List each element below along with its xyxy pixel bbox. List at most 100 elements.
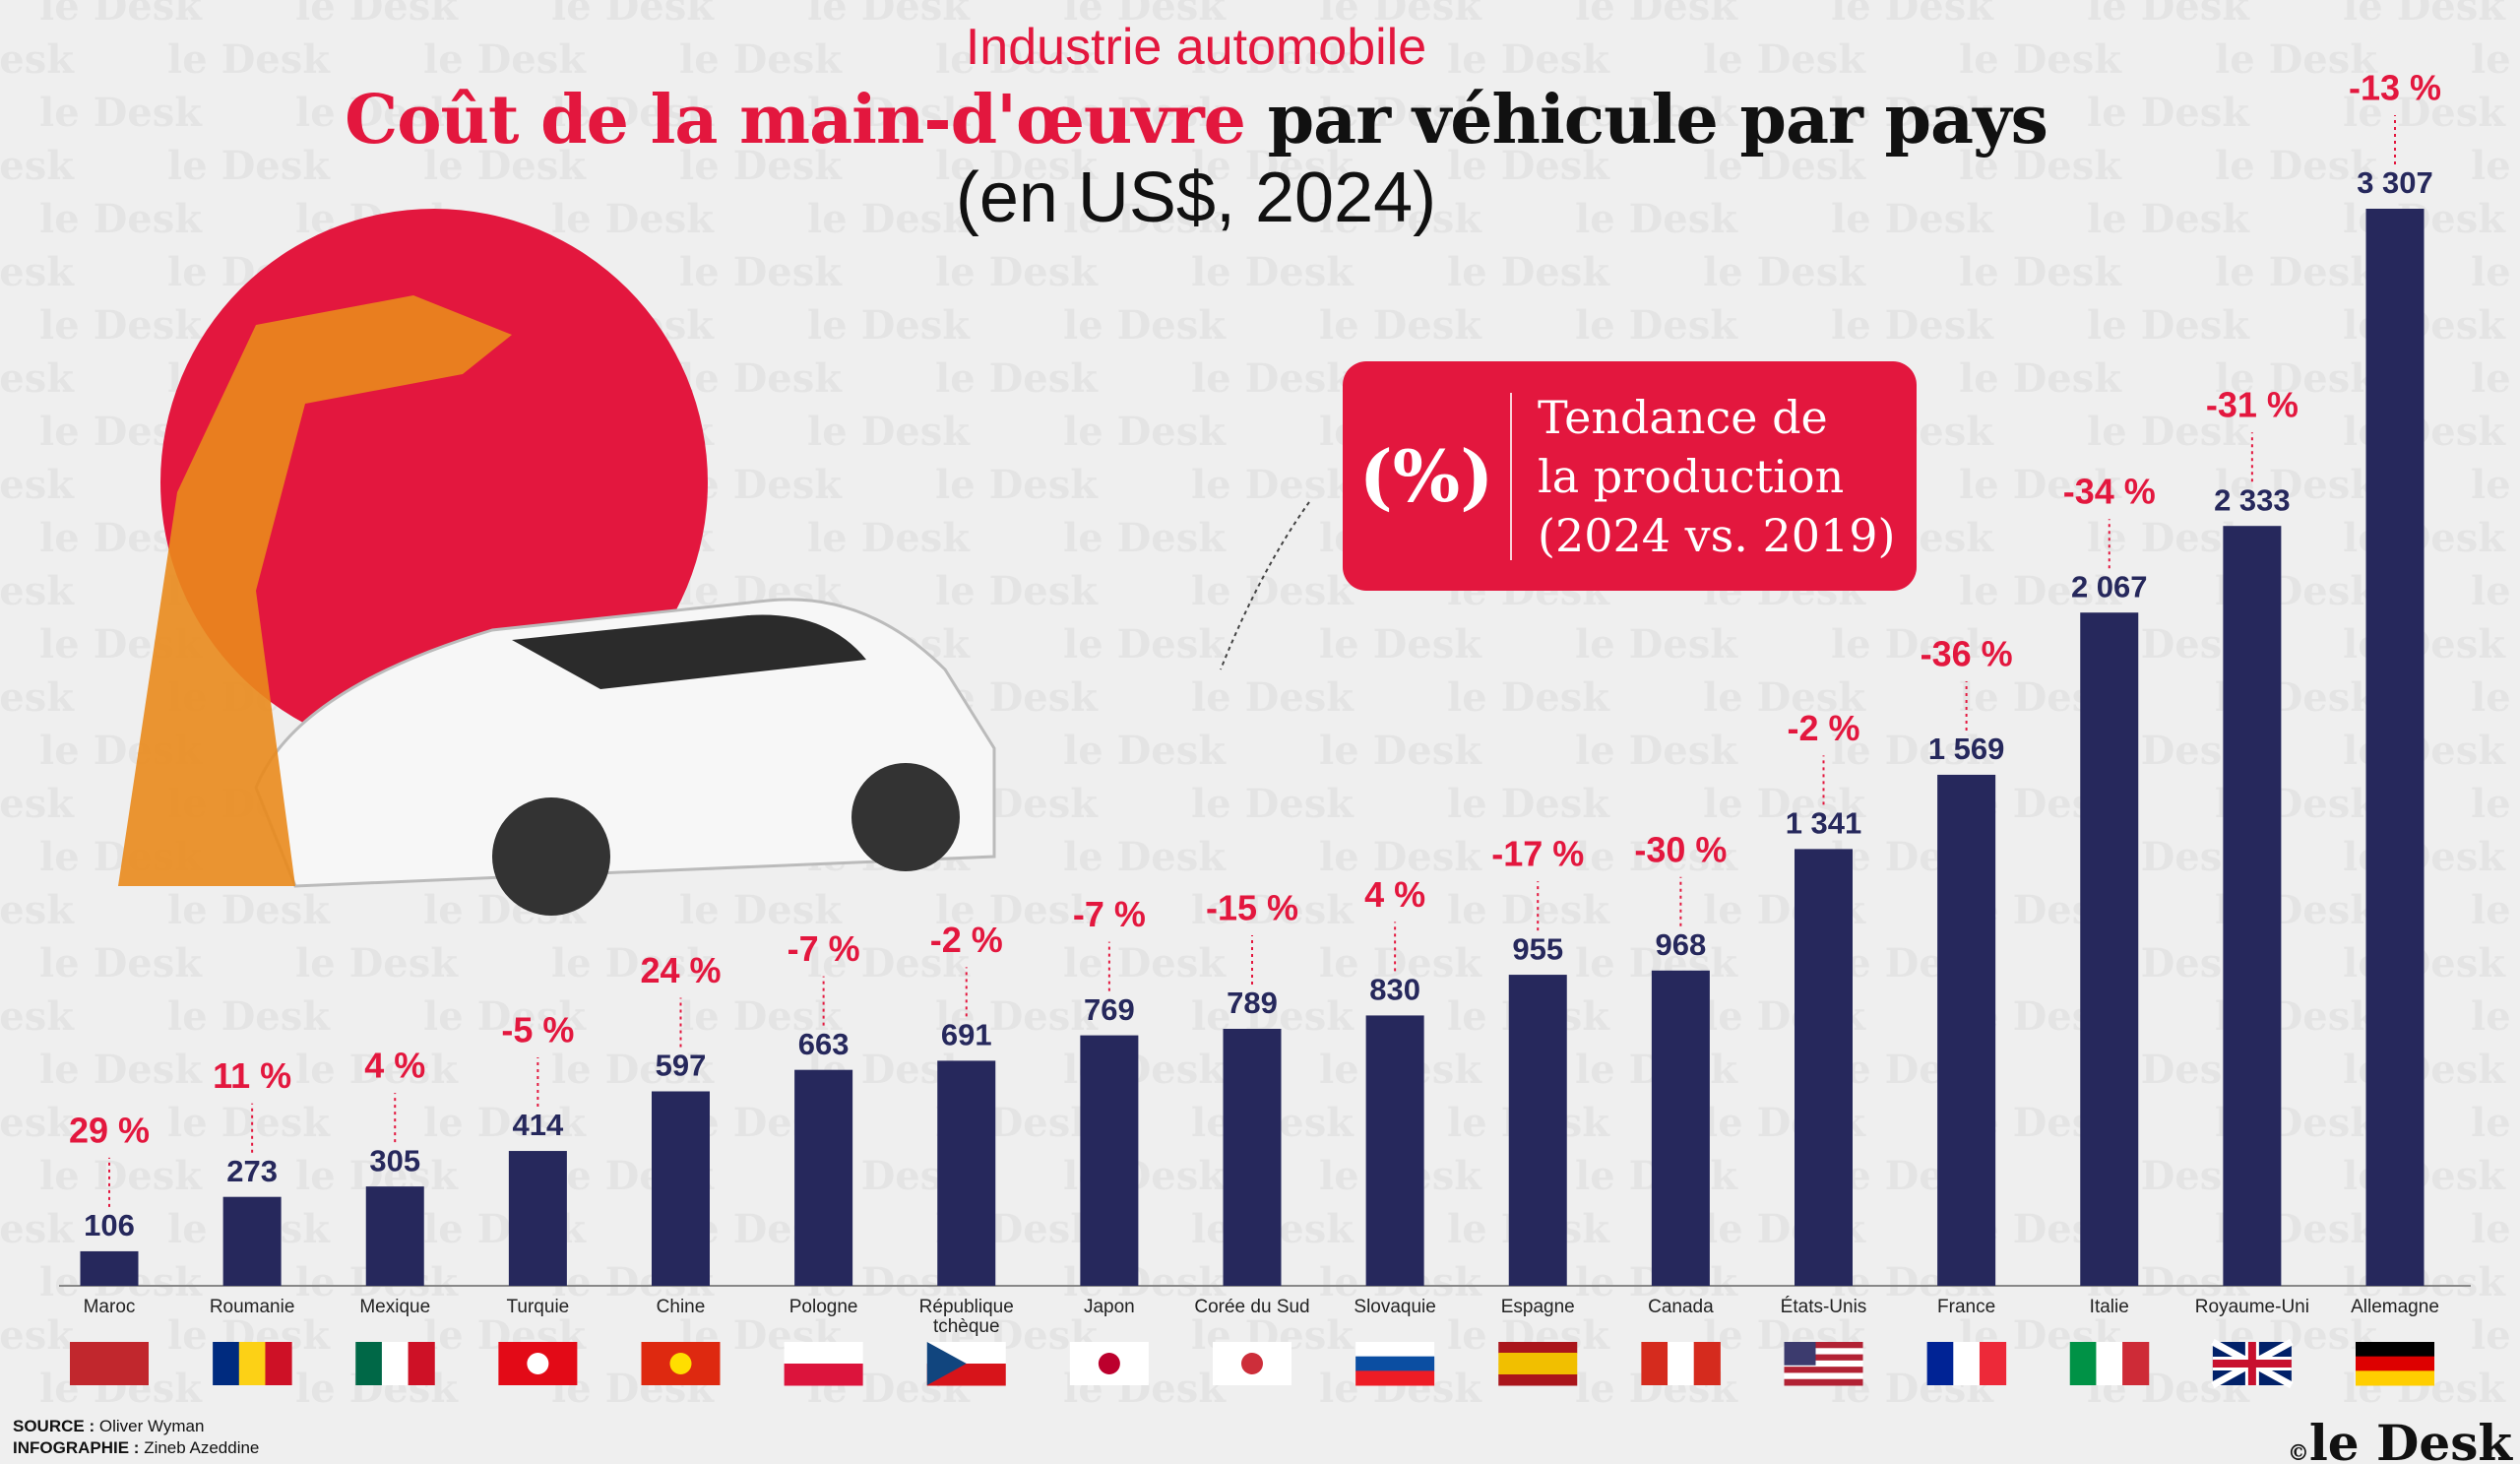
watermark: le Desk [1831,0,1994,30]
value-label: 305 [369,1143,420,1178]
flag-part [1355,1370,1435,1386]
watermark: le Desk [295,0,459,30]
watermark: le Desk [2087,196,2250,242]
flag-part [1784,1360,1863,1368]
watermark: le Desk [0,674,75,721]
value-label: 663 [798,1027,850,1061]
flag [1213,1342,1292,1385]
flag-part [1498,1342,1578,1354]
watermark: le Desk [1959,143,2122,189]
credit-label: INFOGRAPHIE : [13,1438,140,1457]
watermark: le Desk [1447,143,1610,189]
watermark: le Desk [0,1100,75,1146]
watermark: le Desk [2471,249,2520,295]
value-label: 769 [1084,992,1135,1027]
flag-part [213,1342,240,1385]
watermark: le Desk [167,143,331,189]
watermark: le Desk [1063,409,1227,455]
source-label: SOURCE : [13,1417,95,1435]
value-label: 1 569 [1928,732,2005,766]
category-label: Roumanie [209,1297,295,1317]
category-label: Mexique [359,1297,431,1317]
watermark: le Desk [679,36,843,83]
watermark: le Desk [0,355,75,402]
watermark: le Desk [679,887,843,933]
bar [1937,774,1996,1286]
legend-text: Tendance de la production (2024 vs. 2019… [1512,388,1896,565]
watermark: le Desk [39,0,203,30]
trend-label: -36 % [1921,633,2013,673]
watermark: le Desk [0,1312,75,1359]
watermark: le Desk [39,1153,203,1199]
robot-illustration [118,295,512,886]
watermark: le Desk [1831,302,1994,349]
category-label: République tchèque [918,1297,1014,1337]
watermark: le Desk [1575,90,1738,136]
watermark: le Desk [807,196,971,242]
watermark: le Desk [1447,249,1610,295]
watermark: le Desk [2343,90,2506,136]
flag-part [1784,1378,1863,1386]
flag-part [70,1342,149,1385]
value-label: 414 [513,1108,564,1142]
logo: ©le Desk [2288,1414,2512,1464]
flag [498,1342,578,1385]
watermark: le Desk [0,36,75,83]
flag-part [926,1342,967,1385]
watermark: le Desk [1191,887,1354,933]
flag-part [2356,1356,2434,1371]
watermark: le Desk [679,355,843,402]
watermark: le Desk [1319,834,1482,880]
watermark: le Desk [1063,728,1227,774]
watermark: le Desk [1703,674,1866,721]
legend-arrow [1220,501,1310,670]
watermark: le Desk [2087,90,2250,136]
category-label: Slovaquie [1354,1297,1436,1317]
watermark: le Desk [807,940,971,987]
watermark: le Desk [2215,36,2378,83]
watermark: le Desk [0,781,75,827]
watermark: le Desk [1959,249,2122,295]
watermark: le Desk [1191,568,1354,614]
flag [1355,1342,1435,1386]
flag [2211,1338,2294,1389]
trend-label: 24 % [640,950,721,990]
watermark: le Desk [1447,887,1610,933]
watermark: le Desk [1063,0,1227,30]
category-label: États-Unis [1780,1297,1867,1317]
legend-line: Tendance de [1538,390,1828,444]
value-label: 3 307 [2357,165,2433,200]
flag-part [1784,1342,1816,1366]
title-highlight: Coût de la main-d'œuvre [345,81,1246,159]
bar [652,1091,710,1286]
watermark: le Desk [2471,1312,2520,1359]
watermark: le Desk [1191,143,1354,189]
watermark: le Desk [1575,728,1738,774]
watermark: le Desk [1319,90,1482,136]
watermark: le Desk [1063,90,1227,136]
watermark: le Desk [935,993,1099,1040]
flag-part [265,1342,292,1385]
watermark: le Desk [2215,462,2378,508]
title-rest: par véhicule par pays [1267,81,2048,159]
value-label: 273 [226,1154,278,1188]
flag-part [355,1342,383,1385]
watermark: le Desk [2087,302,2250,349]
watermark: le Desk [39,196,203,242]
value-label: 597 [656,1049,707,1083]
flag-part [1355,1342,1435,1358]
trend-label: 29 % [69,1110,150,1150]
category-label: Pologne [788,1297,858,1317]
bar [222,1196,282,1286]
watermark: le Desk [1063,834,1227,880]
watermark: le Desk [1575,0,1738,30]
watermark: le Desk [2471,887,2520,933]
watermark: le Desk [1959,355,2122,402]
category-label: Espagne [1500,1297,1575,1317]
category-label: Maroc [83,1297,136,1317]
watermark: le Desk [2471,1100,2520,1146]
flag-part [238,1342,266,1385]
watermark: le Desk [1575,621,1738,668]
watermark: le Desk [1063,515,1227,561]
